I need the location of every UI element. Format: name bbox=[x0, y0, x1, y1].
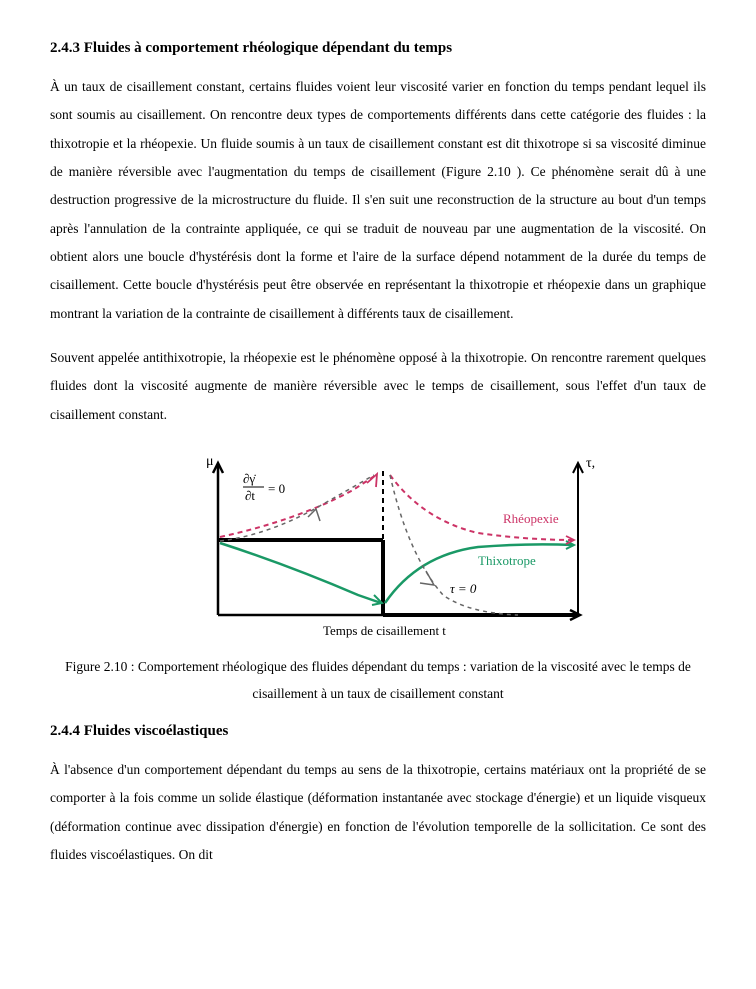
figure-2-10: μ τ, γ̇ Temps de cisaillement t ∂γ̇ ∂t =… bbox=[50, 445, 706, 707]
x-axis-label: Temps de cisaillement t bbox=[323, 623, 446, 638]
rheology-diagram: μ τ, γ̇ Temps de cisaillement t ∂γ̇ ∂t =… bbox=[158, 445, 598, 645]
section-heading-1: 2.4.3 Fluides à comportement rhéologique… bbox=[50, 40, 706, 57]
section1-paragraph2: Souvent appelée antithixotropie, la rhéo… bbox=[50, 344, 706, 429]
svg-text:= 0: = 0 bbox=[268, 481, 285, 496]
section1-paragraph1: À un taux de cisaillement constant, cert… bbox=[50, 73, 706, 328]
left-axis-label: μ bbox=[206, 454, 214, 469]
annotation-dgdt: ∂γ̇ bbox=[243, 471, 256, 486]
section2-paragraph1: À l'absence d'un comportement dépendant … bbox=[50, 756, 706, 869]
right-axis-label: τ, γ̇ bbox=[586, 456, 598, 471]
label-thixotrope: Thixotrope bbox=[478, 553, 536, 568]
annotation-tau-zero: τ = 0 bbox=[450, 581, 477, 596]
svg-text:∂t: ∂t bbox=[245, 488, 255, 503]
section-heading-2: 2.4.4 Fluides viscoélastiques bbox=[50, 723, 706, 740]
figure-caption: Figure 2.10 : Comportement rhéologique d… bbox=[50, 653, 706, 707]
label-rheopexie: Rhéopexie bbox=[503, 511, 559, 526]
